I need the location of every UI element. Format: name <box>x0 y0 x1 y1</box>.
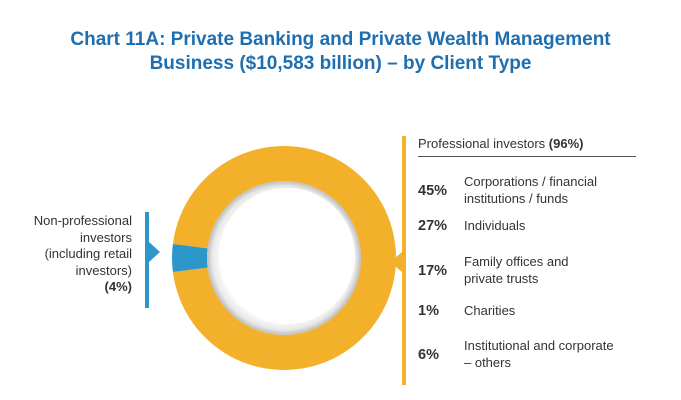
non-professional-label: Non-professional investors (including re… <box>10 213 132 296</box>
legend-row-percent: 17% <box>418 262 448 279</box>
chart-title-line-2: Business ($10,583 billion) – by Client T… <box>149 53 532 74</box>
legend-row-label-line: – others <box>464 354 511 370</box>
non-professional-line-2: investors <box>79 229 132 245</box>
legend-row-label-line: Institutional and corporate <box>464 338 614 353</box>
legend-row-charities: 1% Charities <box>418 303 636 320</box>
professional-bracket <box>402 136 406 385</box>
legend-row-percent: 1% <box>418 303 439 320</box>
donut-hole <box>219 188 355 324</box>
chart-title: Chart 11A: Private Banking and Private W… <box>0 28 681 76</box>
non-professional-line-3: (including retail <box>44 246 132 261</box>
legend-header: Professional investors (96%) <box>418 130 636 157</box>
legend-header-percent: (96%) <box>548 136 584 151</box>
professional-pointer <box>390 252 402 272</box>
legend-row-label-line: Family offices and <box>464 254 569 269</box>
legend-row-institutional-others: 6% Institutional and corporate – others <box>418 338 636 371</box>
donut-slices <box>172 146 396 370</box>
slice-professional-investors <box>172 146 396 370</box>
non-professional-pointer <box>149 242 160 262</box>
legend-row-percent: 27% <box>418 218 448 235</box>
legend-header-label: Professional investors <box>418 136 549 151</box>
legend-row-percent: 6% <box>418 346 439 363</box>
legend-row-label: Individuals <box>464 218 636 235</box>
legend-row-label-line: private trusts <box>464 270 539 286</box>
legend-row-family-offices: 17% Family offices and private trusts <box>418 254 636 287</box>
legend-row-individuals: 27% Individuals <box>418 218 636 235</box>
legend-row-label: Institutional and corporate – others <box>464 338 636 371</box>
legend-row-label: Corporations / financial institutions / … <box>464 174 636 207</box>
legend-row-percent: 45% <box>418 182 448 199</box>
legend-row-label: Family offices and private trusts <box>464 254 636 287</box>
non-professional-bracket <box>145 212 149 308</box>
non-professional-line-4: investors) <box>75 262 132 278</box>
non-professional-line-1: Non-professional <box>33 213 132 228</box>
legend-row-label-line: institutions / funds <box>464 190 569 206</box>
legend-row-label-line: Individuals <box>464 218 526 233</box>
slice-non-professional-investors <box>172 243 208 273</box>
non-professional-percent: (4%) <box>104 279 132 294</box>
professional-breakdown-legend: Professional investors (96%) 45% Corpora… <box>418 130 636 370</box>
legend-row-corporations: 45% Corporations / financial institution… <box>418 174 636 207</box>
chart-title-line-1: Chart 11A: Private Banking and Private W… <box>70 29 611 50</box>
legend-row-label-line: Corporations / financial <box>464 174 597 189</box>
legend-row-label-line: Charities <box>464 303 516 318</box>
legend-row-label: Charities <box>464 303 636 320</box>
